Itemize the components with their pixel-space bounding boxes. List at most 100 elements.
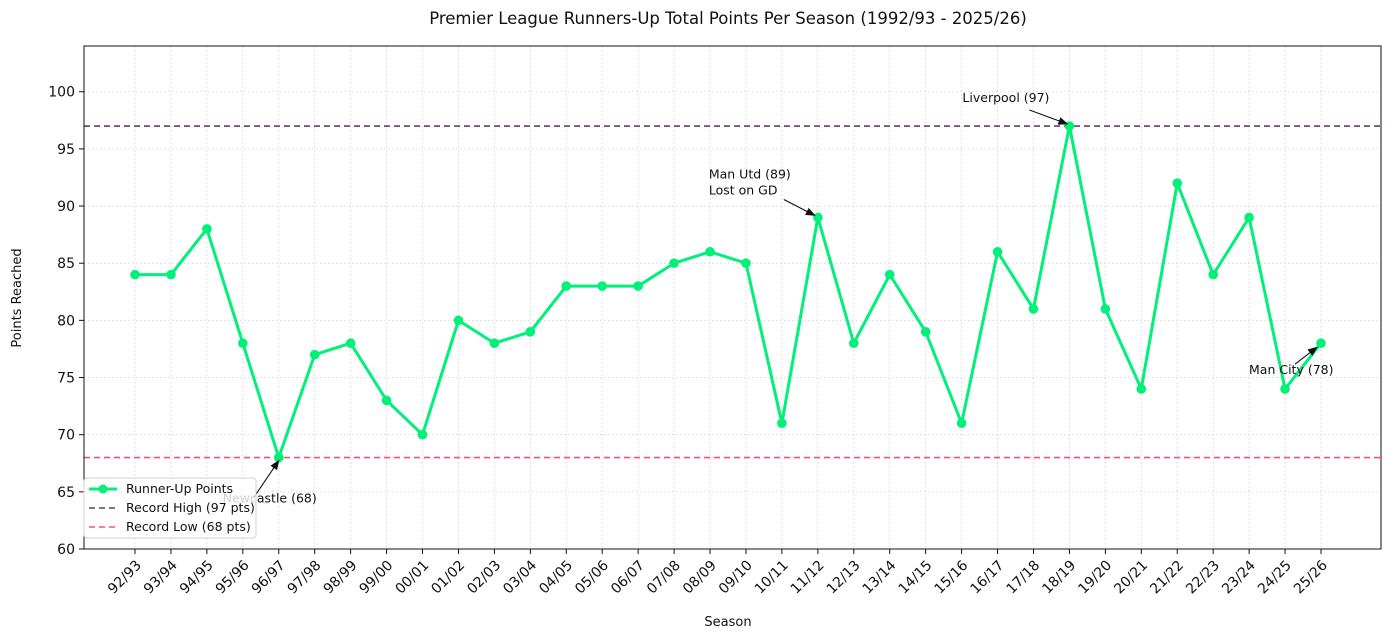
data-point <box>1244 212 1254 223</box>
x-tick-label: 17/18 <box>1003 558 1043 598</box>
data-point <box>1208 269 1218 280</box>
plot-frame <box>83 45 1382 550</box>
chart-title: Premier League Runners-Up Total Points P… <box>429 9 1027 28</box>
x-tick-label: 04/05 <box>536 558 576 598</box>
x-tick-label: 15/16 <box>932 557 972 597</box>
x-tick-label: 08/09 <box>680 558 720 598</box>
legend-label: Record High (97 pts) <box>126 500 255 515</box>
y-tick-label: 75 <box>57 371 75 387</box>
data-point <box>309 349 320 360</box>
annotation-arrow <box>1294 346 1318 365</box>
x-tick-label: 05/06 <box>572 557 612 597</box>
data-point <box>705 246 715 257</box>
x-tick-label: 92/93 <box>105 558 145 598</box>
x-tick-label: 99/00 <box>357 558 397 598</box>
data-point <box>777 418 787 429</box>
x-tick-label: 13/14 <box>860 557 900 597</box>
x-tick-label: 95/96 <box>213 557 253 597</box>
x-tick-label: 11/12 <box>788 558 828 598</box>
x-axis-ticks: 92/9393/9494/9595/9696/9797/9898/9999/00… <box>105 549 1331 597</box>
data-point <box>130 269 140 280</box>
data-point <box>669 258 679 269</box>
y-tick-label: 90 <box>57 199 75 215</box>
x-tick-label: 22/23 <box>1183 558 1223 598</box>
x-tick-label: 20/21 <box>1111 558 1151 598</box>
data-point <box>417 429 428 440</box>
x-axis-title: Season <box>704 615 751 630</box>
y-axis-ticks: 60 65 70 75 80 85 90 95 100 <box>48 85 84 558</box>
data-point <box>561 281 572 291</box>
x-tick-label: 25/26 <box>1291 557 1331 597</box>
x-tick-label: 23/24 <box>1219 557 1259 597</box>
data-point <box>597 281 608 291</box>
data-point <box>1028 304 1039 314</box>
data-point <box>166 269 176 280</box>
annotation-man-city: Man City (78) <box>1249 346 1333 377</box>
x-tick-label: 03/04 <box>500 557 540 597</box>
data-point <box>741 258 751 269</box>
x-tick-label: 14/15 <box>896 558 936 598</box>
legend-label: Record Low (68 pts) <box>126 519 251 534</box>
x-tick-label: 24/25 <box>1255 558 1295 598</box>
x-tick-label: 07/08 <box>644 558 684 598</box>
data-point <box>1316 338 1326 349</box>
x-tick-label: 10/11 <box>752 558 792 598</box>
data-point <box>345 338 356 349</box>
legend-box <box>83 477 257 539</box>
x-tick-label: 98/99 <box>321 558 361 598</box>
data-point <box>1136 384 1147 394</box>
x-tick-label: 21/22 <box>1147 558 1187 598</box>
x-tick-label: 94/95 <box>177 558 217 598</box>
data-point <box>992 246 1003 257</box>
annotation-liverpool: Liverpool (97) <box>962 90 1069 125</box>
data-point <box>956 418 967 429</box>
data-point <box>920 326 931 337</box>
legend: Runner-Up Points Record High (97 pts) Reco… <box>83 477 257 539</box>
x-tick-label: 93/94 <box>141 557 181 597</box>
x-tick-label: 18/19 <box>1039 558 1079 598</box>
series-layer <box>130 121 1326 463</box>
x-tick-label: 06/07 <box>608 558 648 598</box>
x-tick-label: 16/17 <box>968 558 1008 598</box>
x-tick-label: 12/13 <box>824 558 864 598</box>
annotation-text: Man City (78) <box>1249 362 1333 377</box>
y-tick-label: 80 <box>57 313 75 329</box>
y-tick-label: 65 <box>57 485 75 501</box>
annotation-arrow <box>783 198 816 216</box>
annotation-text: Man Utd (89) <box>709 166 791 181</box>
x-tick-label: 02/03 <box>464 558 504 598</box>
x-tick-label: 19/20 <box>1075 558 1115 598</box>
data-point <box>238 338 248 349</box>
data-point <box>1172 178 1183 188</box>
y-tick-label: 85 <box>57 256 75 272</box>
x-tick-label: 01/02 <box>428 558 468 598</box>
annotations: Liverpool (97)Man Utd (89)Lost on GDNewc… <box>223 90 1334 506</box>
data-point <box>1100 304 1111 314</box>
x-tick-label: 09/10 <box>716 558 756 598</box>
data-point <box>813 212 823 223</box>
grid <box>84 46 1381 550</box>
data-point <box>381 395 392 406</box>
annotation-text: Lost on GD <box>709 182 778 197</box>
legend-label: Runner-Up Points <box>126 481 233 496</box>
data-point <box>489 338 500 349</box>
y-tick-label: 100 <box>48 85 75 101</box>
y-tick-label: 60 <box>57 542 75 558</box>
data-point <box>202 224 212 234</box>
data-point <box>884 269 895 280</box>
data-point <box>453 315 464 326</box>
annotation-arrow <box>1029 109 1069 125</box>
y-tick-label: 95 <box>57 142 75 158</box>
reference-lines <box>84 125 1381 459</box>
y-axis-title: Points Reached <box>10 248 25 347</box>
x-tick-label: 97/98 <box>285 558 325 598</box>
data-point <box>1280 384 1290 394</box>
annotation-text: Liverpool (97) <box>962 90 1049 105</box>
legend-series-marker <box>98 484 108 494</box>
data-point <box>525 326 536 337</box>
data-point <box>633 281 643 291</box>
x-tick-label: 00/01 <box>392 558 432 598</box>
data-point <box>848 338 859 349</box>
